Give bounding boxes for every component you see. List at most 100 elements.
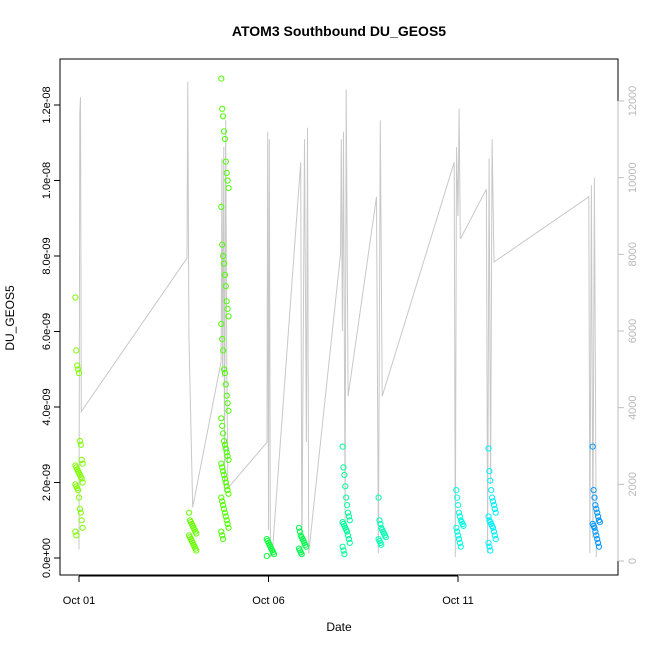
data-point bbox=[486, 468, 493, 475]
x-tick-label: Oct 06 bbox=[252, 595, 284, 607]
data-point bbox=[485, 539, 492, 547]
data-point bbox=[224, 453, 231, 460]
data-point bbox=[341, 551, 348, 558]
data-point bbox=[219, 241, 226, 248]
data-point bbox=[221, 271, 228, 278]
data-point bbox=[223, 392, 230, 399]
y-left-tick-label: 6.0e-09 bbox=[41, 313, 53, 350]
data-point bbox=[73, 532, 80, 539]
data-point bbox=[223, 169, 230, 176]
data-point bbox=[345, 513, 352, 520]
data-point bbox=[376, 517, 383, 524]
data-point bbox=[218, 320, 225, 327]
data-point bbox=[79, 460, 86, 467]
data-point bbox=[492, 536, 499, 543]
data-point bbox=[225, 407, 232, 414]
data-point bbox=[220, 113, 227, 120]
data-point bbox=[220, 471, 228, 478]
data-point bbox=[219, 532, 226, 539]
data-point bbox=[220, 505, 228, 512]
data-point bbox=[491, 505, 498, 512]
data-point bbox=[224, 177, 231, 184]
data-point bbox=[218, 494, 225, 501]
data-point bbox=[78, 475, 85, 482]
data-point bbox=[221, 369, 228, 377]
data-point bbox=[377, 520, 384, 528]
data-point bbox=[220, 260, 228, 267]
data-point bbox=[595, 513, 602, 520]
data-point bbox=[224, 400, 231, 407]
y-right-tick-label: 8000 bbox=[627, 242, 639, 266]
data-point bbox=[75, 487, 82, 494]
data-point bbox=[224, 305, 231, 312]
chart-title: ATOM3 Southbound DU_GEOS5 bbox=[232, 23, 446, 39]
y-right-tick-label: 2000 bbox=[627, 472, 639, 496]
data-point bbox=[79, 524, 86, 531]
data-point bbox=[222, 445, 229, 452]
data-point bbox=[223, 298, 230, 305]
data-point bbox=[263, 553, 270, 560]
data-point bbox=[454, 494, 461, 501]
data-point bbox=[218, 75, 225, 82]
data-point bbox=[344, 509, 352, 516]
plot-frame bbox=[59, 58, 619, 576]
data-point bbox=[375, 494, 382, 501]
y-left-tick-label: 0.0e+00 bbox=[41, 538, 53, 578]
data-point bbox=[222, 381, 229, 388]
data-point bbox=[487, 547, 494, 554]
data-point bbox=[75, 366, 82, 373]
y-left-tick-label: 8.0e-09 bbox=[41, 237, 53, 274]
data-point bbox=[222, 513, 229, 520]
x-tick-label: Oct 11 bbox=[442, 595, 474, 607]
data-point bbox=[223, 517, 230, 524]
data-point bbox=[596, 519, 604, 526]
data-point bbox=[490, 502, 497, 509]
points-layer bbox=[72, 75, 604, 560]
data-point bbox=[221, 509, 228, 516]
data-point bbox=[75, 494, 83, 501]
data-point bbox=[593, 505, 600, 512]
data-point bbox=[488, 487, 495, 494]
data-point bbox=[78, 517, 85, 524]
data-point bbox=[222, 158, 229, 165]
data-point bbox=[223, 483, 230, 490]
data-point bbox=[344, 502, 351, 509]
data-point bbox=[593, 532, 600, 539]
data-point bbox=[222, 283, 229, 290]
data-point bbox=[595, 539, 602, 547]
data-point bbox=[220, 252, 227, 260]
y-right-tick-label: 6000 bbox=[627, 319, 639, 343]
data-point bbox=[303, 543, 310, 550]
data-point bbox=[218, 203, 225, 210]
data-point bbox=[594, 509, 601, 516]
data-point bbox=[77, 441, 84, 448]
data-point bbox=[193, 547, 200, 554]
data-point bbox=[487, 477, 494, 484]
data-point bbox=[490, 528, 497, 535]
data-point bbox=[456, 539, 463, 547]
data-point bbox=[220, 128, 228, 135]
data-point bbox=[342, 483, 349, 490]
data-point bbox=[456, 513, 463, 520]
data-point bbox=[455, 536, 463, 543]
data-point bbox=[592, 502, 599, 509]
data-point bbox=[79, 479, 86, 486]
data-point bbox=[298, 551, 305, 558]
data-point bbox=[595, 543, 603, 550]
data-point bbox=[221, 135, 228, 143]
x-tick-label: Oct 01 bbox=[63, 595, 95, 607]
data-point bbox=[219, 105, 226, 112]
y-right-tick-label: 0 bbox=[627, 558, 639, 564]
data-point bbox=[344, 532, 352, 539]
y-left-tick-label: 1.2e-08 bbox=[41, 86, 53, 123]
data-point bbox=[270, 551, 278, 558]
data-point bbox=[453, 524, 460, 531]
data-point bbox=[219, 464, 226, 471]
data-point bbox=[222, 479, 229, 486]
y-left-tick-label: 2.0e-09 bbox=[41, 464, 53, 501]
data-point bbox=[489, 494, 496, 501]
data-point bbox=[343, 494, 350, 501]
data-point bbox=[378, 541, 385, 548]
data-point bbox=[74, 362, 81, 369]
